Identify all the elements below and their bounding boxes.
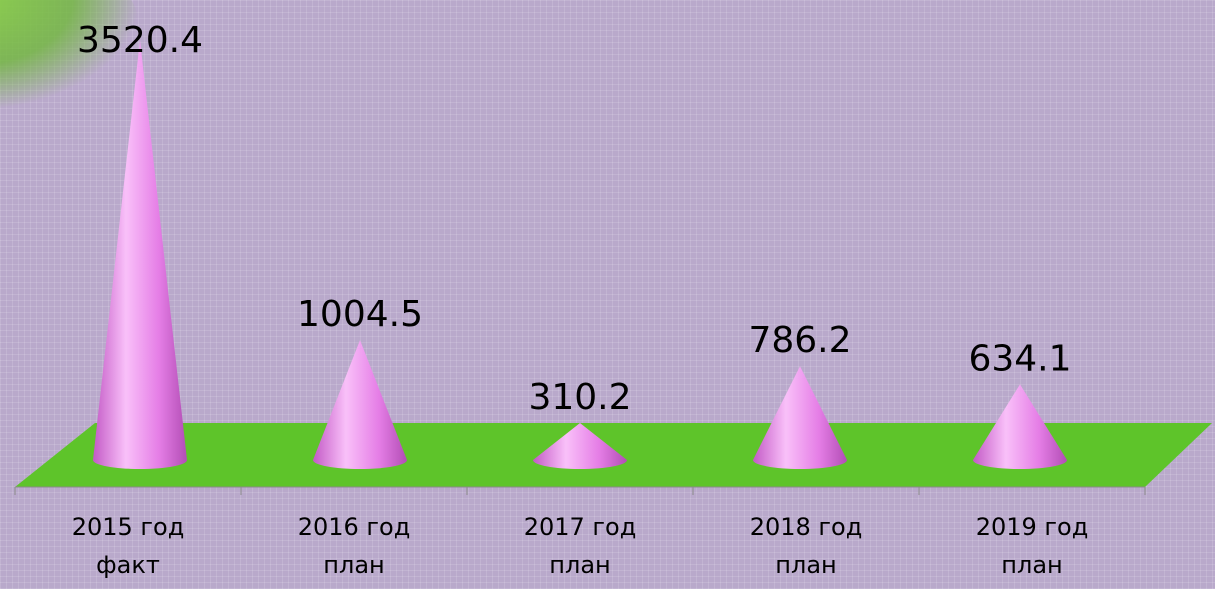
plot: 3520.4 1004.5 310.2 786.2 634.1 xyxy=(0,0,1215,589)
cone xyxy=(313,340,407,469)
value-label: 786.2 xyxy=(748,320,851,361)
chart: 3520.4 1004.5 310.2 786.2 634.1 2015 год фак… xyxy=(0,0,1215,589)
x-tick-label: 2016 год план xyxy=(289,508,419,584)
cone xyxy=(753,366,847,469)
x-tick-label: 2018 год план xyxy=(741,508,871,584)
value-label: 1004.5 xyxy=(297,294,423,335)
value-label: 310.2 xyxy=(528,377,631,418)
cone xyxy=(93,40,187,469)
value-label: 3520.4 xyxy=(77,20,203,61)
x-tick-label: 2017 год план xyxy=(515,508,645,584)
value-label: 634.1 xyxy=(968,338,1071,379)
x-tick-label: 2019 год план xyxy=(967,508,1097,584)
x-tick-label: 2015 год факт xyxy=(63,508,193,584)
